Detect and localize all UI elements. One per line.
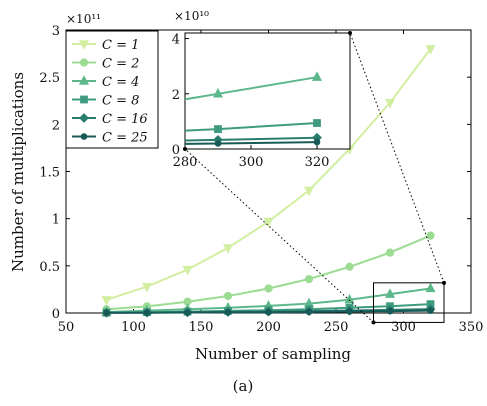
legend-label: C = 2 <box>102 57 139 72</box>
series-6 <box>103 307 434 317</box>
data-point <box>384 288 396 298</box>
inset-series-4 <box>185 138 321 147</box>
data-point <box>384 98 396 109</box>
data-point <box>425 45 436 55</box>
legend-marker <box>80 133 88 140</box>
data-point <box>223 291 233 301</box>
inset-frame <box>184 32 351 150</box>
series-line <box>106 234 431 311</box>
x-axis-label: Number of sampling <box>195 345 351 363</box>
y-tick-label: 1.5 <box>39 166 60 181</box>
data-point <box>224 309 232 316</box>
data-point <box>305 308 313 316</box>
legend-entry: C = 2 <box>72 57 139 72</box>
data-point <box>222 244 234 254</box>
inset-y-tick-label: 4 <box>172 33 180 48</box>
zoom-box <box>373 282 445 323</box>
legend-entry: C = 8 <box>72 94 139 109</box>
inset-plot: 280 300 320 0 2 4 <box>172 31 445 323</box>
legend-label: C = 8 <box>102 94 139 109</box>
x-tick-label: 50 <box>58 320 75 335</box>
data-point <box>344 293 355 304</box>
inset-data-point <box>313 138 321 146</box>
legend-label: C = 4 <box>102 75 139 90</box>
inset-data-point <box>212 87 224 98</box>
data-point <box>103 309 110 317</box>
legend-marker <box>78 40 90 50</box>
data-point <box>386 307 394 315</box>
legend-label: C = 1 <box>102 38 139 53</box>
inset-data-point <box>214 125 222 134</box>
inset-series-2 <box>185 119 321 134</box>
inset-y-multiplier: ×10¹⁰ <box>174 9 209 23</box>
inset-data-point <box>313 119 321 127</box>
inset-x-tick-label: 320 <box>305 155 330 170</box>
y-tick-label: 1 <box>52 213 60 228</box>
legend-entry: C = 25 <box>72 131 148 146</box>
data-point <box>345 262 354 271</box>
data-point <box>385 248 395 257</box>
inset-series-group <box>185 71 323 147</box>
inset-corner-dot <box>348 31 352 35</box>
legend-marker <box>80 95 88 104</box>
series-1 <box>101 45 436 306</box>
data-point <box>101 296 112 306</box>
inset-x-tick-label: 280 <box>173 155 198 170</box>
x-tick-label: 350 <box>459 320 484 335</box>
y-tick-label: 3 <box>52 24 60 39</box>
legend-entry: C = 1 <box>72 38 139 53</box>
y-tick-label: 0 <box>52 307 60 322</box>
data-point <box>141 282 153 293</box>
data-point <box>425 282 436 293</box>
legend-marker <box>78 75 90 85</box>
data-point <box>304 274 314 284</box>
inset-y-tick-label: 2 <box>172 88 180 103</box>
data-point <box>303 186 315 197</box>
data-point <box>182 265 193 276</box>
legend-marker <box>79 58 89 67</box>
legend-label: C = 16 <box>102 112 148 127</box>
legend-entry: C = 4 <box>72 75 139 90</box>
legend-entry: C = 16 <box>72 112 148 127</box>
inset-data-point <box>214 140 222 147</box>
x-tick-label: 200 <box>256 320 281 335</box>
data-point <box>143 309 151 317</box>
y-tick-label: 2.5 <box>39 71 60 86</box>
data-point <box>184 309 191 316</box>
y-axis-label: Number of multiplications <box>9 72 27 272</box>
y-multiplier: ×10¹¹ <box>66 12 101 26</box>
legend-marker <box>79 113 89 123</box>
legend-label: C = 25 <box>102 131 148 146</box>
zoom-connector <box>349 32 445 283</box>
figure-caption: (a) <box>233 377 254 395</box>
inset-data-point <box>311 71 323 81</box>
inset-y-tick-label: 0 <box>172 143 180 158</box>
data-point <box>265 308 272 316</box>
zoom-connector <box>184 148 374 323</box>
x-tick-label: 250 <box>324 320 349 335</box>
x-tick-label: 150 <box>189 320 214 335</box>
inset-x-tick-label: 300 <box>239 155 264 170</box>
y-tick-label: 2 <box>52 118 60 133</box>
main-plot: 50 100 150 200 250 300 350 0 0.5 1 1.5 2 2.5 3 <box>39 24 483 335</box>
inset-corner-dot <box>183 147 187 151</box>
y-tick-label: 0.5 <box>39 260 60 275</box>
legend-box <box>65 30 159 149</box>
data-point <box>263 217 274 228</box>
legend: C = 1 C = 2 C = 4 C = 8 C = 16 C = 25 <box>65 30 159 149</box>
data-point <box>264 284 273 293</box>
x-tick-label: 100 <box>121 320 146 335</box>
inset-series-1 <box>185 71 323 101</box>
data-point <box>427 307 434 314</box>
x-tick-label: 300 <box>391 320 416 335</box>
data-point <box>346 308 353 315</box>
data-point <box>426 231 435 240</box>
